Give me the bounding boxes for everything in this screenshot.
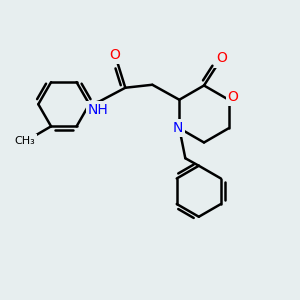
Text: NH: NH (88, 103, 109, 117)
Text: O: O (228, 90, 238, 104)
Text: O: O (110, 48, 120, 62)
Text: O: O (217, 52, 227, 65)
Text: CH₃: CH₃ (14, 136, 35, 146)
Text: N: N (172, 121, 183, 135)
